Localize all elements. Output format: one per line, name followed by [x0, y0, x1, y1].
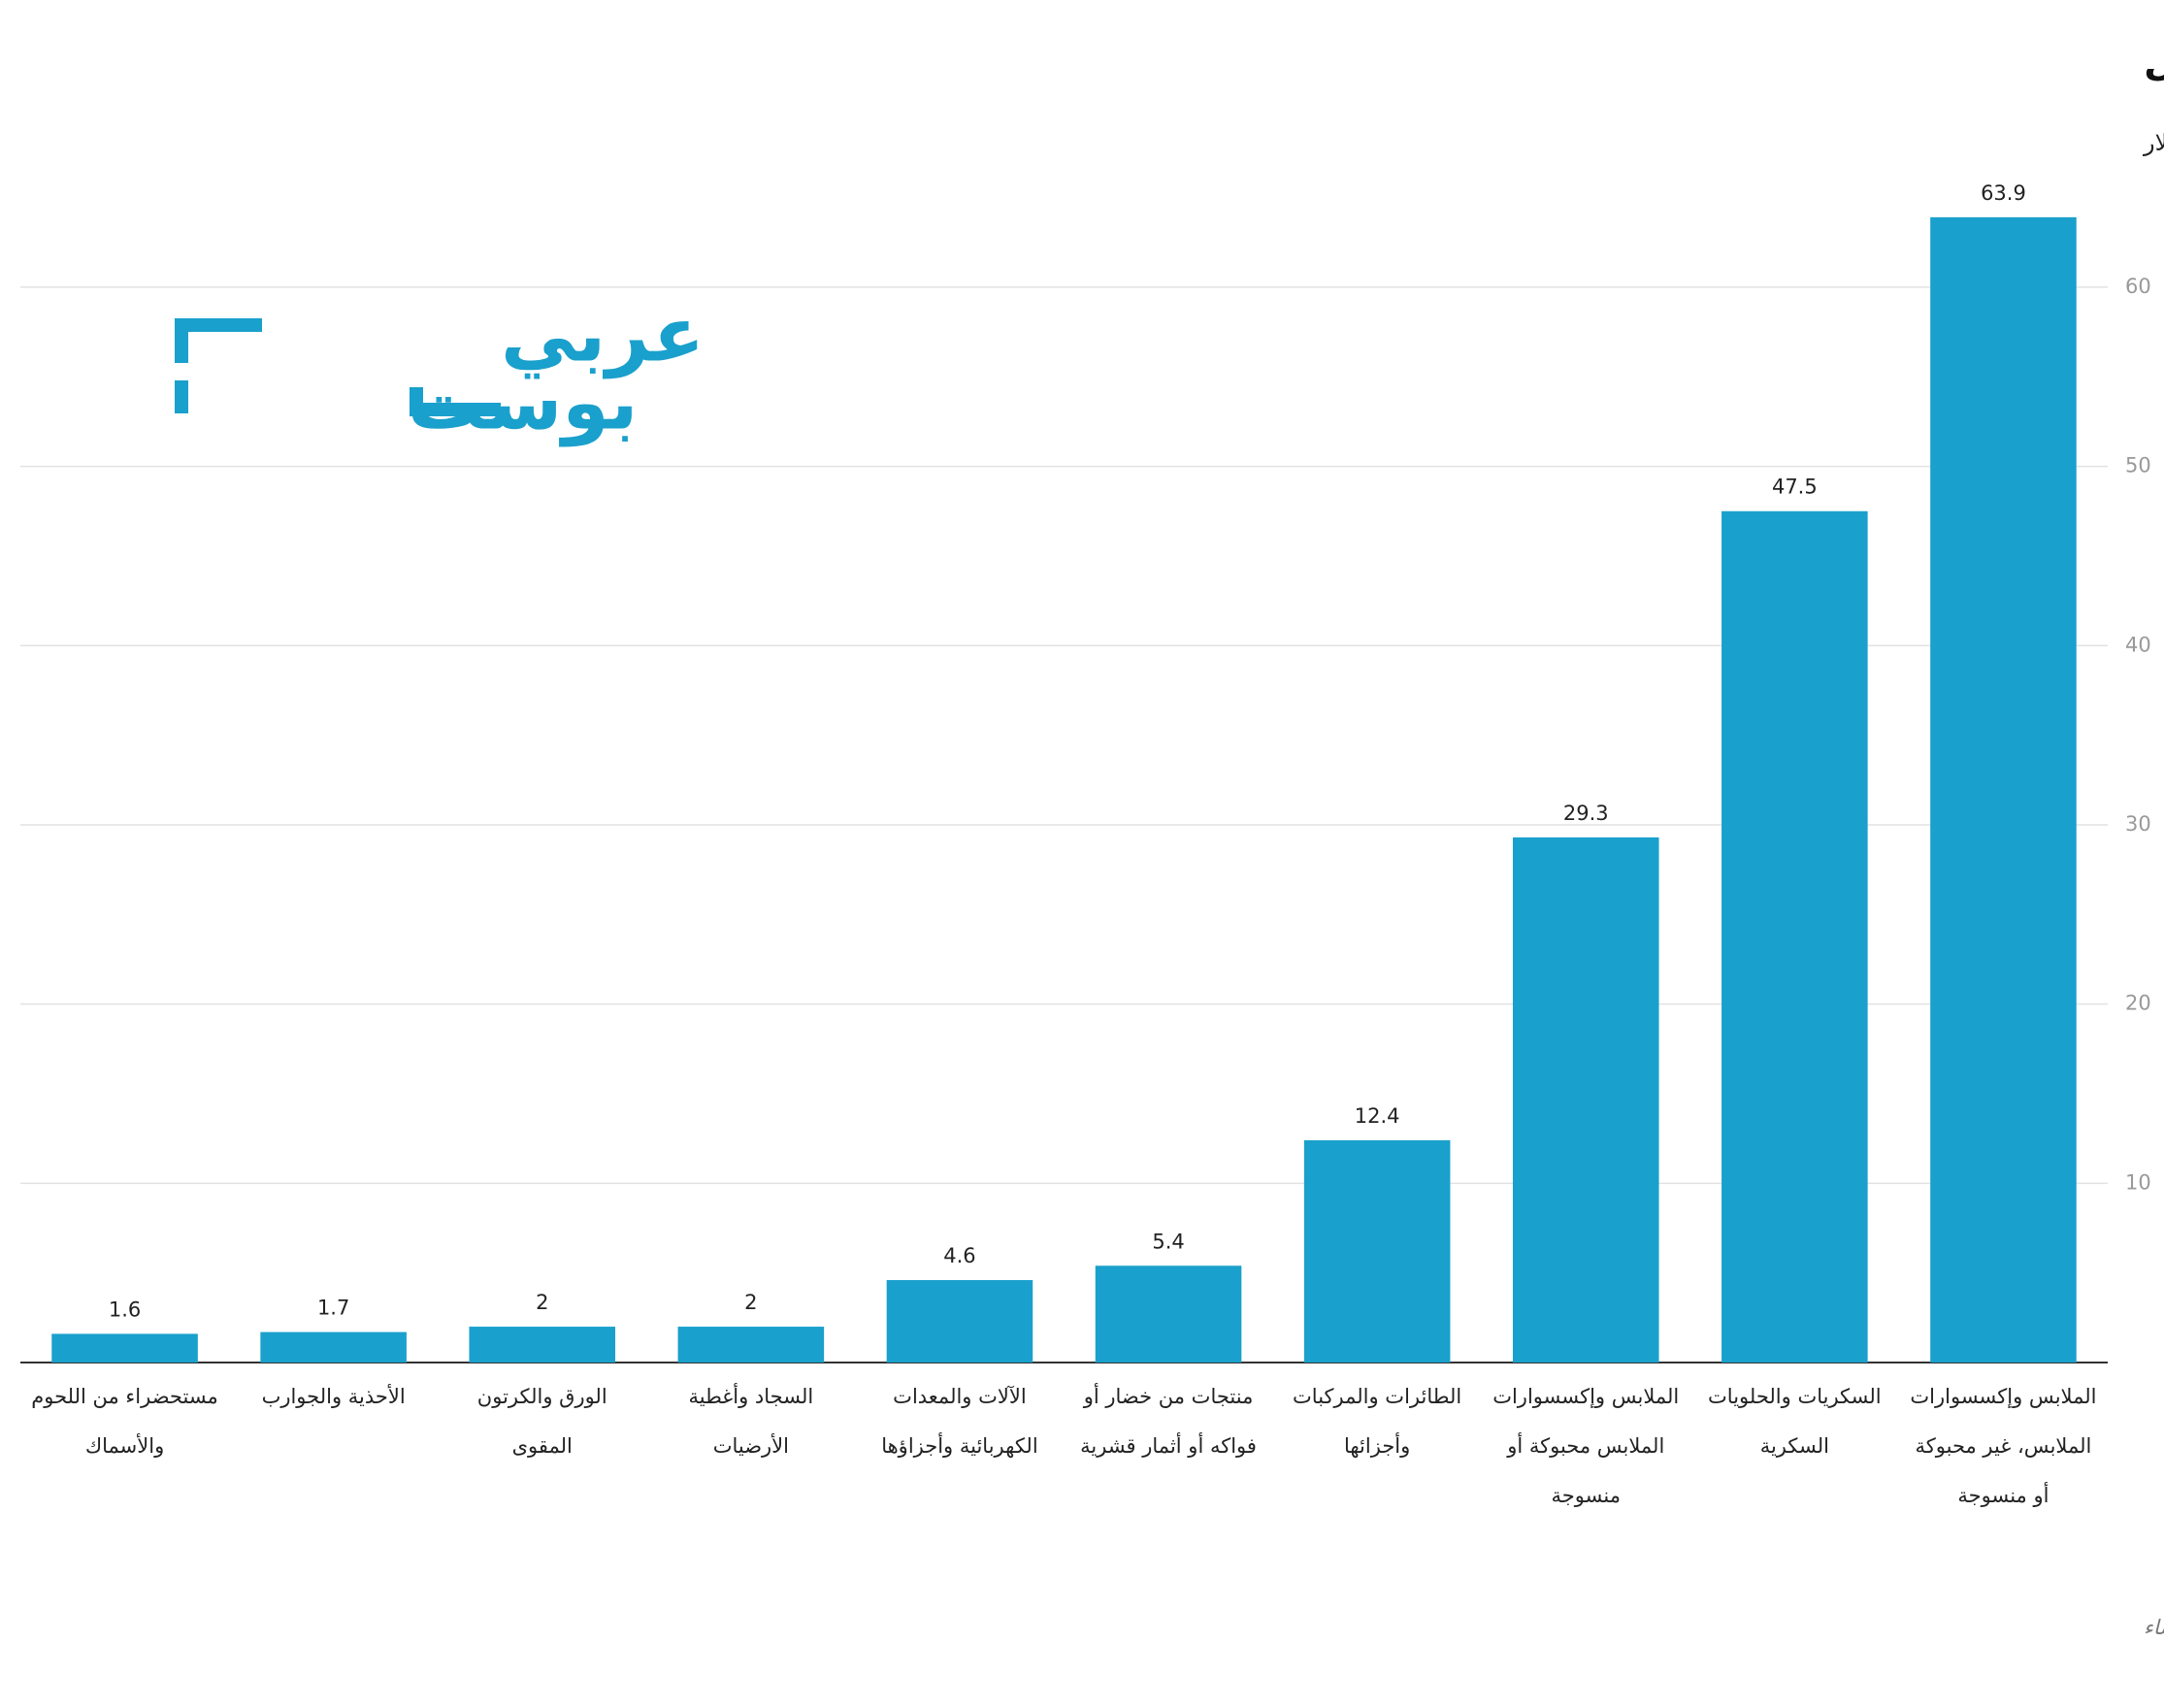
bar — [1095, 1265, 1242, 1363]
y-tick-label: 40 — [2125, 633, 2151, 656]
x-tick-label: السكريات والحلويات السكرية — [1708, 1385, 1882, 1458]
value-label: 29.3 — [1563, 802, 1609, 825]
bar — [1930, 216, 2077, 1363]
bar — [469, 1327, 616, 1363]
chart-subtitle: البيانات تغطي الفترة ما بين أكتوبر 2023 … — [2143, 127, 2164, 156]
value-label: 4.6 — [943, 1244, 975, 1267]
value-label: 63.9 — [1981, 181, 2026, 205]
source: المصدر: الجهاز المركزي الإسرائيلي للإحصا… — [2144, 1616, 2164, 1640]
value-label: 1.7 — [317, 1297, 349, 1320]
logo-text: عربي — [501, 291, 705, 378]
value-label: 2 — [536, 1291, 548, 1314]
logo: عربي بوست — [175, 291, 705, 446]
value-label: 47.5 — [1772, 476, 1818, 499]
logo-bracket — [175, 380, 501, 416]
bar — [1512, 837, 1659, 1363]
bar — [1303, 1139, 1451, 1363]
x-tick-label: مستحضراء من اللحوم والأسماك — [31, 1385, 218, 1458]
y-tick-label: 20 — [2125, 992, 2151, 1015]
x-tick-label: الملابس وإكسسوارات الملابس محبوكة أو منس… — [1492, 1385, 1680, 1507]
chart-title: قطاعات الإنتاج الأساسية التي تندرج تحتها… — [2144, 36, 2164, 84]
bar — [51, 1333, 198, 1363]
y-tick-label: 60 — [2125, 275, 2151, 298]
y-tick-label: 10 — [2125, 1170, 2151, 1194]
logo-text: بوست — [408, 359, 638, 446]
bar — [886, 1280, 1033, 1363]
x-tick-label: الطائرات والمركبات وأجزائها — [1293, 1385, 1462, 1458]
x-tick-label: منتجات من خضار أو فواكه أو أثمار قشرية — [1080, 1385, 1257, 1458]
bar — [677, 1327, 825, 1363]
y-tick-label: 50 — [2125, 454, 2151, 477]
value-label: 12.4 — [1355, 1104, 1400, 1128]
bar — [260, 1331, 407, 1363]
x-tick-label: الورق والكرتون المقوى — [476, 1385, 607, 1458]
x-tick-label: الآلات والمعدات الكهربائية وأجزاؤها — [881, 1385, 1038, 1458]
bar — [1721, 510, 1868, 1363]
x-tick-label: السجاد وأغطية الأرضيات — [688, 1385, 814, 1458]
value-label: 1.6 — [109, 1297, 141, 1321]
x-tick-label: الأحذية والجوارب — [261, 1385, 406, 1408]
y-tick-label: 30 — [2125, 812, 2151, 836]
value-label: 2 — [744, 1291, 757, 1314]
value-label: 5.4 — [1152, 1230, 1184, 1253]
x-tick-label: الملابس وإكسسوارات الملابس، غير محبوكة أ… — [1910, 1385, 2097, 1507]
